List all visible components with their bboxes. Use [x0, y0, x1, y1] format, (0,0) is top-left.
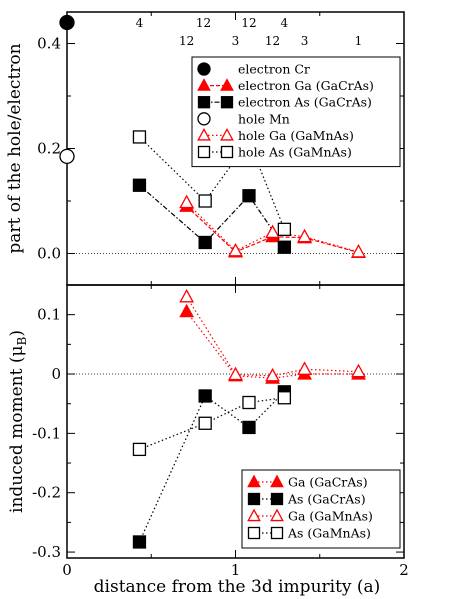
bottom-legend-marker: [247, 526, 261, 540]
top-legend-entry: electron Ga (GaCrAs): [238, 78, 374, 93]
top-data-point: [198, 235, 212, 250]
top-data-point: [198, 194, 212, 208]
top-ytick-label: 0.2: [37, 140, 61, 158]
bottom-ytick-label: -0.1: [32, 424, 61, 442]
top-y-axis-label: part of the hole/electron: [5, 43, 25, 253]
bottom-ytick-label: 0: [51, 365, 61, 383]
bottom-xtick-label: 0: [62, 561, 72, 579]
top-legend-marker: [220, 127, 234, 141]
top-legend-entry: hole Ga (GaMnAs): [238, 128, 354, 143]
top-legend-marker: [197, 96, 211, 109]
top-legend-entry: hole As (GaMnAs): [238, 145, 352, 160]
shell-label: 3: [232, 34, 240, 48]
x-axis-label: distance from the 3d impurity (a): [94, 577, 381, 597]
bottom-legend-entry: Ga (GaCrAs): [288, 475, 368, 490]
top-data-point: [132, 130, 147, 144]
top-ytick-label: 0.4: [37, 35, 61, 53]
top-data-point: [277, 240, 292, 254]
top-series-line: [139, 136, 285, 230]
top-legend-marker: [197, 78, 211, 91]
bottom-data-point: [228, 366, 243, 381]
shell-label: 12: [265, 34, 280, 48]
bottom-data-point: [198, 389, 212, 403]
top-data-point: [59, 14, 75, 31]
bottom-data-point: [265, 367, 280, 382]
bottom-series-line: [186, 311, 359, 379]
bottom-legend-entry: As (GaMnAs): [287, 526, 371, 541]
top-data-point: [59, 148, 75, 165]
bottom-legend-marker: [247, 492, 261, 506]
shell-label: 4: [136, 16, 144, 30]
top-data-point: [277, 222, 292, 237]
bottom-data-point: [132, 442, 147, 457]
top-legend-marker: [220, 145, 234, 159]
top-ytick-label: 0.0: [37, 245, 61, 263]
top-series-line: [186, 202, 359, 253]
top-legend-entry: hole Mn: [238, 111, 290, 126]
top-legend-marker: [197, 145, 211, 159]
bottom-legend-marker: [270, 492, 284, 506]
top-data-point: [179, 194, 195, 209]
bottom-data-point: [242, 420, 256, 435]
top-series-line: [186, 205, 359, 254]
bottom-legend-marker: [247, 474, 261, 488]
top-legend-marker: [197, 112, 211, 126]
bottom-data-point: [198, 416, 212, 430]
shell-label: 12: [196, 16, 211, 30]
bottom-legend-marker: [270, 474, 284, 488]
bottom-y-axis-label-sub: B: [15, 336, 29, 345]
top-data-point: [265, 224, 280, 239]
bottom-legend-entry: Ga (GaMnAs): [288, 509, 373, 524]
top-data-point: [132, 178, 147, 192]
bottom-legend-marker: [270, 526, 284, 540]
shell-label: 12: [179, 34, 194, 48]
bottom-legend-marker: [247, 508, 261, 522]
bottom-panel: -0.3 -0.2 -0.1 0 0.1 0 1 2 induced moment (μB) Ga…: [7, 284, 409, 579]
bottom-xtick-label: 1: [231, 561, 241, 579]
bottom-data-point: [179, 303, 195, 318]
shell-label: 3: [301, 34, 309, 48]
bottom-data-point: [242, 395, 256, 410]
top-data-point: [297, 228, 312, 243]
bottom-data-point: [297, 361, 312, 375]
top-legend-marker: [220, 78, 234, 91]
top-data-point: [228, 242, 243, 257]
shell-label: 1: [355, 34, 363, 48]
shell-label: 12: [241, 16, 256, 30]
top-series-line: [139, 184, 285, 248]
top-data-point: [351, 243, 366, 258]
bottom-legend: Ga (GaCrAs) As (GaCrAs) Ga (GaMnAs) As (GaM…: [241, 469, 401, 549]
bottom-xtick-label: 2: [399, 561, 409, 579]
bottom-y-axis-label-end: ): [7, 330, 27, 337]
bottom-ytick-label: -0.3: [32, 543, 61, 561]
bottom-ytick-label: 0.1: [37, 306, 61, 324]
bottom-data-point: [132, 535, 147, 549]
shell-label: 4: [281, 16, 289, 30]
top-legend-entry: electron As (GaCrAs): [238, 95, 372, 110]
bottom-data-point: [179, 288, 195, 303]
bottom-series-line: [186, 296, 359, 377]
top-legend-marker: [197, 62, 211, 76]
bottom-legend-box: [241, 469, 401, 549]
bottom-series-line: [139, 397, 285, 450]
bottom-y-axis-label: induced moment (μB): [7, 330, 29, 513]
top-y-axis-label-main: part of the hole/electron: [5, 43, 25, 253]
bottom-legend-entry: As (GaCrAs): [287, 492, 366, 507]
bottom-y-axis-label-main: induced moment (μ: [7, 345, 27, 513]
bottom-ytick-label: -0.2: [32, 484, 61, 502]
top-legend-marker: [220, 96, 234, 109]
top-data-point: [242, 189, 256, 203]
top-legend-entry: electron Cr: [238, 62, 310, 77]
x-axis-label-group: distance from the 3d impurity (a): [94, 577, 381, 597]
bottom-data-point: [277, 391, 292, 405]
bottom-legend-marker: [270, 508, 284, 522]
top-legend-marker: [197, 127, 211, 141]
bottom-data-point: [351, 363, 366, 378]
bottom-series-line: [138, 391, 285, 543]
